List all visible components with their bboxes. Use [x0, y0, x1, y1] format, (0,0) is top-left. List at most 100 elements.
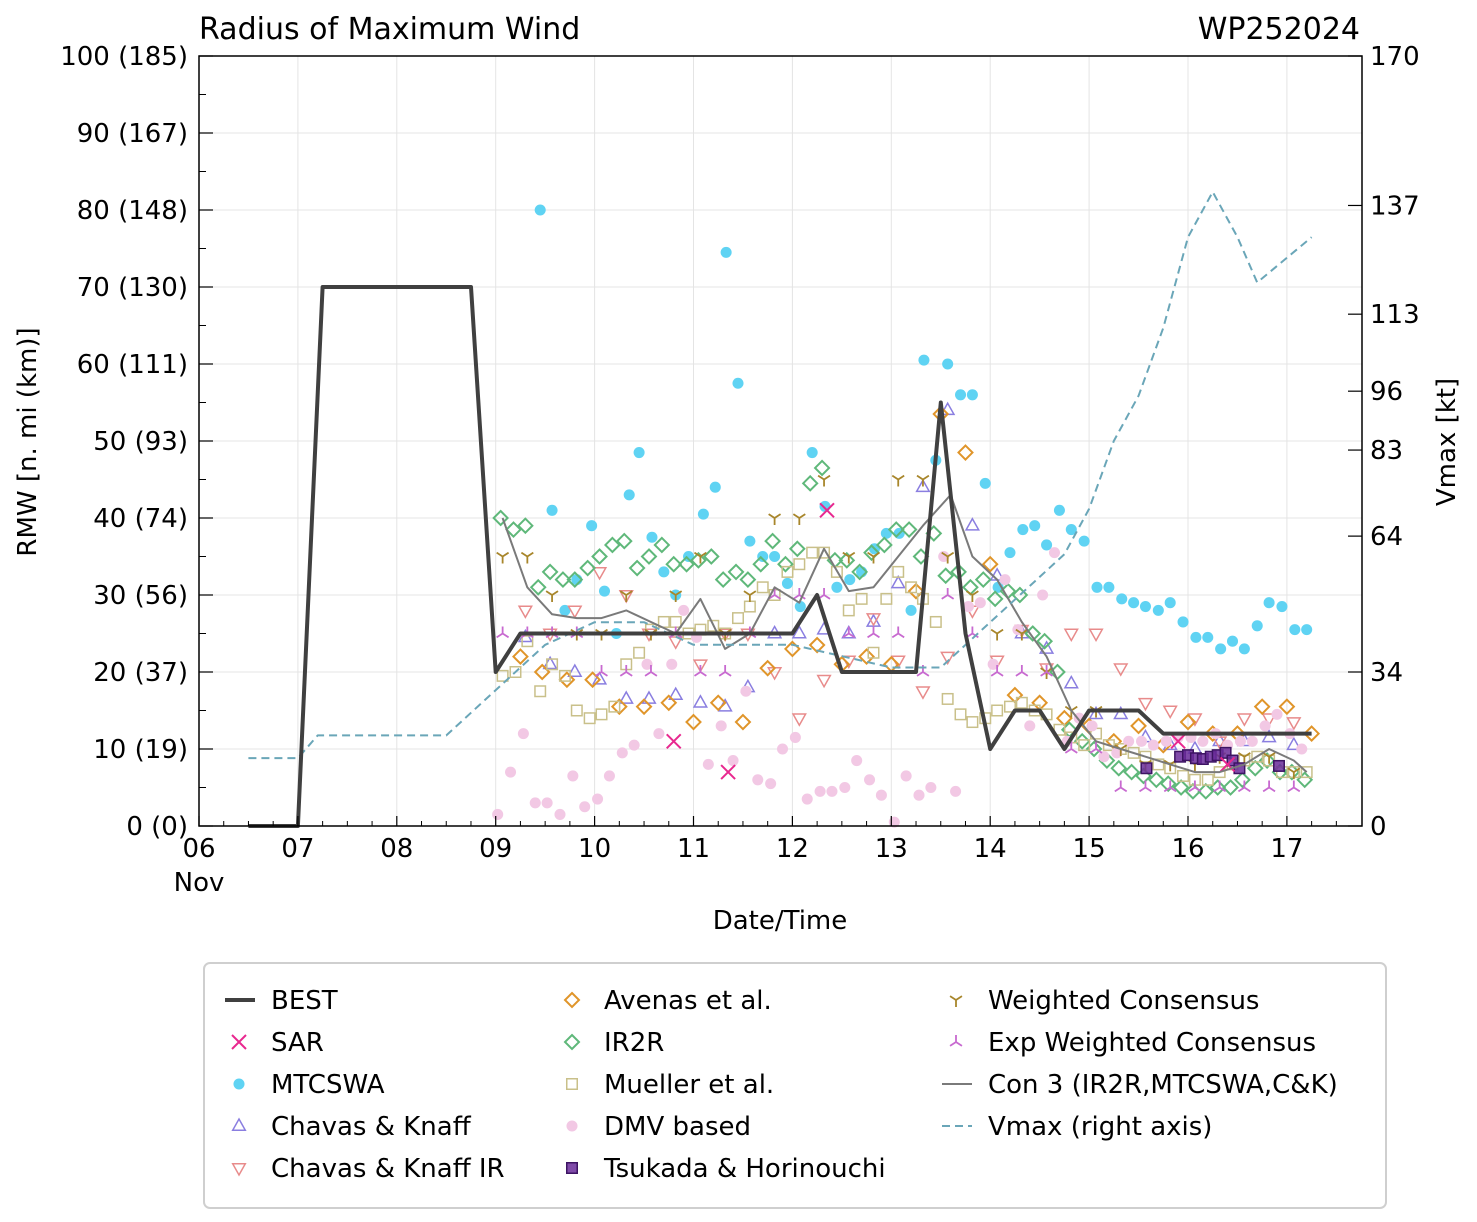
mtcswa-point — [918, 354, 930, 366]
dmv-based-point — [925, 781, 937, 794]
weighted-consensus-point — [867, 551, 880, 564]
grid — [198, 55, 1362, 827]
ir2r-point — [1073, 732, 1091, 750]
exp-weighted-consensus-point — [990, 665, 1004, 677]
x-tick-label: 11 — [677, 834, 710, 864]
chavas-knaff-ir-point — [865, 613, 882, 627]
mueller-et-al-point — [583, 712, 596, 725]
dmv-based-point — [1123, 735, 1135, 747]
mtcswa-point — [794, 601, 806, 613]
y2-tick-label: 83 — [1370, 436, 1403, 466]
mtcswa-point — [559, 604, 571, 616]
series-chavas-knaff-ir — [517, 566, 1302, 750]
mtcswa-point — [1065, 524, 1077, 536]
mueller-et-al-point — [842, 604, 855, 617]
legend-label: Chavas & Knaff IR — [271, 1154, 505, 1184]
exp-weighted-consensus-point — [1089, 742, 1103, 754]
dmv-based-point — [864, 774, 876, 786]
chavas-knaff-ir-point — [915, 686, 931, 700]
legend-label: Avenas et al. — [604, 986, 772, 1016]
mtcswa-point — [1164, 597, 1176, 609]
avenas-et-al-point — [1130, 717, 1147, 735]
mueller-et-al-point — [1127, 746, 1140, 759]
chavas-knaff-point — [1113, 705, 1129, 720]
dmv-based-point — [541, 797, 553, 809]
legend-swatch-marker — [566, 1162, 578, 1174]
mueller-et-al-point — [781, 565, 794, 578]
best-line — [248, 285, 1312, 828]
con-3-ir2r-mtcswa-c-k-line — [501, 493, 1308, 774]
weighted-consensus-point — [619, 590, 633, 602]
dmv-based-point — [801, 793, 813, 805]
mueller-et-al-point — [954, 708, 967, 721]
y2-tick-label: 96 — [1370, 377, 1403, 407]
avenas-et-al-point — [759, 659, 777, 677]
chavas-knaff-ir-point — [1113, 663, 1129, 677]
legend-label: DMV based — [604, 1112, 751, 1142]
ir2r-point — [591, 548, 608, 565]
chavas-knaff-point — [915, 478, 931, 493]
avenas-et-al-point — [1303, 725, 1321, 743]
mueller-et-al-point — [534, 685, 547, 698]
legend-label: Exp Weighted Consensus — [988, 1028, 1316, 1058]
mueller-et-al-point — [892, 565, 905, 578]
chavas-knaff-ir-point — [940, 651, 956, 666]
ir2r-point — [764, 532, 782, 550]
x-axis-label: Date/Time — [713, 906, 848, 936]
sar-point — [819, 502, 835, 519]
legend-label: Tsukada & Horinouchi — [603, 1154, 886, 1184]
dmv-based-point — [567, 770, 579, 782]
exp-weighted-consensus-point — [496, 626, 510, 639]
chavas-knaff-ir-point — [692, 659, 709, 673]
legend-swatch-marker — [233, 1078, 245, 1090]
y2-tick-label: 64 — [1370, 522, 1403, 552]
chavas-knaff-point — [890, 574, 906, 589]
x-tick-label: 06 — [182, 834, 215, 864]
dmv-based-point — [1160, 735, 1172, 747]
chavas-knaff-ir-point — [816, 674, 832, 689]
x-tick-label: 16 — [1171, 834, 1204, 864]
mtcswa-point — [1263, 597, 1275, 609]
dmv-based-point — [1147, 739, 1159, 751]
dmv-based-point — [950, 785, 962, 797]
legend-item-tsukada-horinouchi: Tsukada & Horinouchi — [566, 1154, 886, 1184]
x-tick-label: 17 — [1270, 834, 1303, 864]
mtcswa-point — [1251, 620, 1263, 632]
ir2r-point — [566, 571, 584, 589]
y2-tick-label: 0 — [1370, 812, 1387, 842]
dmv-based-point — [765, 778, 777, 790]
ir2r-point — [529, 578, 547, 596]
legend-swatch-marker — [563, 1033, 581, 1051]
exp-weighted-consensus-point — [941, 588, 955, 600]
dmv-based-point — [913, 789, 925, 801]
mueller-et-al-point — [1251, 750, 1264, 763]
x-tick-sublabel: Nov — [174, 868, 225, 898]
mtcswa-point — [646, 531, 658, 543]
mtcswa-point — [546, 504, 558, 516]
exp-weighted-consensus-point — [1287, 780, 1301, 793]
ir2r-point — [615, 532, 633, 550]
sar-point — [666, 733, 682, 750]
mtcswa-point — [1139, 601, 1151, 613]
legend-item-best: BEST — [225, 986, 338, 1016]
x-tick-label: 12 — [776, 834, 809, 864]
legend-item-chavas-knaff-ir: Chavas & Knaff IR — [231, 1154, 505, 1184]
mtcswa-point — [1202, 631, 1214, 643]
ir2r-point — [1147, 771, 1165, 789]
legend-box — [203, 962, 1387, 1209]
dmv-based-point — [1197, 735, 1209, 747]
legend-item-con-3-ir2r-mtcswa-c-k: Con 3 (IR2R,MTCSWA,C&K) — [942, 1070, 1338, 1100]
ir2r-point — [1011, 586, 1029, 604]
ir2r-point — [505, 521, 522, 538]
x-tick-label: 07 — [281, 834, 314, 864]
mueller-et-al-point — [855, 592, 868, 605]
chavas-knaff-point — [668, 686, 684, 701]
dmv-based-point — [1037, 589, 1049, 601]
storm-id: WP252024 — [1198, 12, 1360, 47]
y-tick-label: 10 (19) — [93, 735, 188, 765]
chavas-knaff-ir-point — [1286, 717, 1302, 731]
avenas-et-al-point — [685, 713, 702, 731]
dmv-based-point — [987, 658, 999, 670]
dmv-based-point — [715, 720, 727, 732]
x-tick-label: 15 — [1073, 834, 1106, 864]
